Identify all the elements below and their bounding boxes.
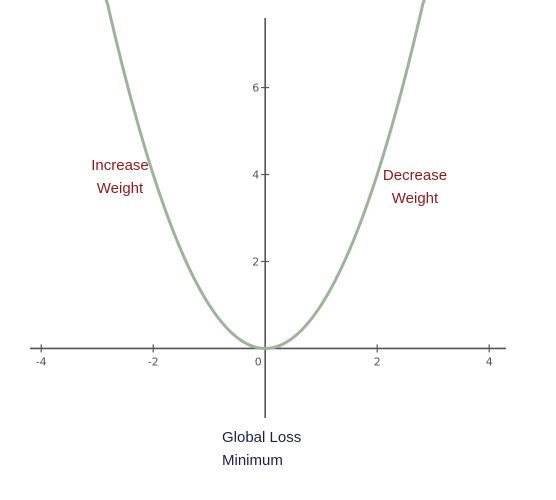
annotation-decrease-line2: Weight xyxy=(391,190,439,207)
x-tick-label: -4 xyxy=(36,355,47,368)
annotation-minimum-line1: Global Loss xyxy=(222,429,302,446)
y-tick-label: 4 xyxy=(252,169,259,182)
x-tick-label: 4 xyxy=(486,355,493,368)
annotation-increase-line1: Increase xyxy=(91,157,149,174)
annotation-global-loss-minimum: Global Loss Minimum xyxy=(222,426,312,472)
annotation-minimum-line2: Minimum xyxy=(222,452,283,469)
annotation-increase-weight: Increase Weight xyxy=(86,154,154,200)
annotation-decrease-weight: Decrease Weight xyxy=(378,164,452,210)
annotation-decrease-line1: Decrease xyxy=(382,167,448,184)
y-tick-label: 2 xyxy=(252,255,259,268)
y-tick-label: 6 xyxy=(252,82,259,95)
annotation-increase-line2: Weight xyxy=(96,180,144,197)
loss-curve xyxy=(104,0,426,350)
x-tick-label: 0 xyxy=(255,355,262,368)
x-tick-label: -2 xyxy=(148,355,159,368)
x-tick-label: 2 xyxy=(374,355,381,368)
